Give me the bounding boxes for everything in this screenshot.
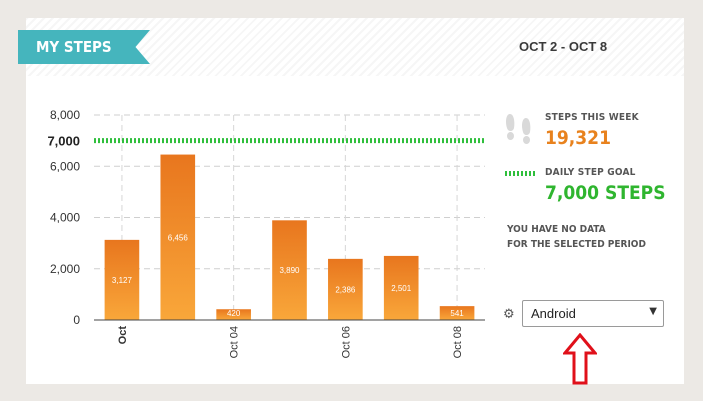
no-data-message: YOU HAVE NO DATA FOR THE SELECTED PERIOD: [507, 222, 646, 252]
goal-line-icon: [505, 171, 535, 176]
arrow-up-icon: [563, 333, 597, 385]
title-ribbon: MY STEPS: [18, 30, 150, 64]
chart-bars: [104, 154, 475, 320]
x-tick-label: Oct 06: [340, 326, 352, 358]
y-axis-ticks: 0 2,000 4,000 6,000 8,000: [50, 108, 80, 327]
no-data-line-1: YOU HAVE NO DATA: [507, 224, 606, 235]
y-tick-label: 6,000: [50, 159, 80, 173]
x-axis-ticks: Oct Oct 04 Oct 06 Oct 08: [117, 326, 464, 359]
bar[interactable]: [272, 220, 307, 320]
steps-card: MY STEPS OCT 2 - OCT 8: [18, 18, 684, 384]
bar[interactable]: [328, 258, 363, 320]
bar[interactable]: [216, 309, 251, 320]
footprints-icon: [506, 114, 531, 144]
daily-goal-value: 7,000 STEPS: [545, 182, 666, 204]
steps-this-week-value: 19,321: [545, 127, 611, 149]
y-tick-label: 4,000: [50, 211, 80, 225]
date-range: OCT 2 - OCT 8: [519, 39, 608, 54]
bar-value-label: 3,127: [112, 276, 133, 285]
device-select-value: Android: [531, 306, 576, 321]
y-tick-label: 2,000: [50, 262, 80, 276]
bar[interactable]: [160, 154, 196, 320]
chevron-down-icon: ▼: [649, 306, 657, 317]
goal-tick-label: 7,000: [47, 134, 80, 149]
bar-value-label: 3,890: [279, 266, 300, 275]
x-tick-label: Oct 04: [229, 326, 241, 358]
steps-this-week-label: STEPS THIS WEEK: [545, 112, 639, 123]
bar[interactable]: [104, 239, 140, 320]
y-tick-label: 8,000: [50, 108, 80, 122]
gear-icon[interactable]: ⚙: [503, 307, 515, 322]
x-tick-label: Oct: [117, 326, 129, 345]
chart-bar-labels: 3,127 6,456 420 3,890 2,386 2,501 541: [112, 233, 464, 318]
bar-value-label: 2,386: [335, 285, 356, 294]
x-tick-label: Oct 08: [452, 326, 464, 358]
card-title: MY STEPS: [36, 38, 112, 56]
y-tick-label: 0: [73, 313, 80, 327]
bar[interactable]: [383, 255, 419, 320]
bar-value-label: 2,501: [391, 284, 412, 293]
no-data-line-2: FOR THE SELECTED PERIOD: [507, 239, 646, 250]
daily-goal-label: DAILY STEP GOAL: [545, 167, 636, 178]
bar[interactable]: [439, 306, 475, 320]
goal-line-group: 7,000: [47, 134, 485, 149]
bar-value-label: 541: [450, 309, 464, 318]
bar-value-label: 420: [227, 309, 241, 318]
bar-value-label: 6,456: [168, 233, 189, 242]
device-select[interactable]: Android ▼: [522, 300, 664, 327]
card-header: MY STEPS OCT 2 - OCT 8: [18, 18, 684, 76]
